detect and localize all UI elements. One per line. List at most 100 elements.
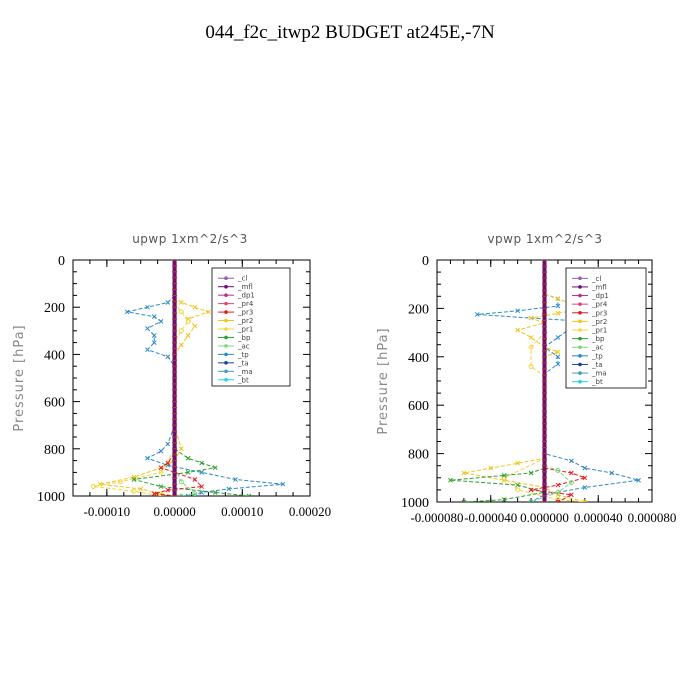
data-point: [582, 499, 588, 502]
data-point: [555, 303, 561, 309]
data-point: [206, 309, 211, 315]
data-point: [226, 486, 232, 492]
legend-label: _ma: [237, 368, 253, 376]
legend-label: _tp: [591, 352, 603, 360]
series-line-ac: [530, 465, 573, 502]
legend-marker: [578, 336, 582, 341]
y-tick-label: 400: [408, 351, 429, 366]
data-point: [151, 333, 157, 338]
data-point: [555, 335, 561, 340]
x-tick-label: -0.000080: [410, 510, 463, 525]
legend-label: _ta: [591, 361, 603, 369]
y-tick-label: 600: [408, 399, 429, 414]
data-point: [461, 499, 467, 502]
data-point: [185, 318, 191, 324]
data-point: [555, 349, 561, 355]
data-point: [145, 455, 150, 461]
legend-marker: [224, 284, 228, 289]
y-tick-label: 200: [408, 302, 429, 317]
series-line-bp: [450, 467, 545, 502]
legend-marker: [224, 327, 228, 331]
data-point: [131, 488, 137, 494]
data-point: [165, 441, 171, 447]
data-point: [178, 493, 184, 496]
data-point: [151, 314, 157, 319]
legend-marker: [578, 328, 582, 332]
legend-label: _pr4: [591, 301, 608, 309]
data-point: [178, 342, 184, 348]
data-point: [178, 479, 184, 485]
y-tick-label: 800: [408, 448, 429, 463]
legend-marker: [224, 335, 228, 340]
legend-marker: [224, 276, 228, 281]
data-point: [555, 468, 561, 474]
legend-marker: [578, 310, 582, 315]
data-point: [145, 304, 150, 310]
data-point: [199, 460, 205, 466]
data-point: [555, 354, 561, 360]
data-point: [165, 354, 171, 360]
data-point: [280, 481, 286, 487]
legend-label: _ac: [591, 344, 604, 352]
data-point: [528, 470, 534, 476]
data-point: [124, 309, 130, 315]
data-point: [461, 470, 467, 476]
data-point: [515, 482, 520, 488]
data-point: [528, 315, 534, 321]
legend-label: _pr1: [237, 326, 253, 334]
y-tick-label: 0: [58, 254, 65, 269]
data-point: [555, 296, 561, 302]
data-point: [515, 487, 521, 493]
x-tick-label: 0.000040: [574, 510, 623, 525]
data-point: [488, 465, 494, 471]
data-point: [178, 446, 184, 452]
panel-title: vpwp 1xm^2/s^3: [487, 232, 602, 246]
data-point: [515, 308, 520, 314]
upwp-panel: upwp 1xm^2/s^3 Pressure [hPa] 0 200 400 600 80…: [12, 232, 331, 519]
legend-label: _bp: [591, 335, 605, 343]
legend-marker: [578, 362, 582, 367]
data-point: [528, 499, 534, 502]
data-point: [145, 347, 150, 353]
data-point: [117, 479, 123, 485]
data-point: [582, 485, 588, 490]
legend-marker: [224, 293, 228, 297]
data-point: [555, 499, 561, 502]
data-point: [501, 473, 507, 478]
x-tick-label: -0.000040: [464, 510, 517, 525]
x-tick-label: -0.00010: [84, 504, 131, 519]
data-point: [212, 490, 218, 495]
data-point: [158, 469, 164, 475]
data-point: [192, 491, 198, 496]
series-line-pr2: [463, 293, 587, 502]
legend-label: _ma: [591, 370, 607, 378]
data-point: [448, 477, 453, 483]
data-point: [528, 344, 534, 350]
data-point: [138, 486, 144, 492]
legend-label: _pr3: [591, 309, 607, 317]
legend-label: _cl: [237, 275, 247, 283]
data-point: [582, 475, 588, 481]
data-point: [178, 300, 184, 305]
data-point: [192, 477, 198, 482]
legend-marker: [578, 371, 582, 375]
vpwp-panel: vpwp 1xm^2/s^3 Pressure [hPa] 0 200 400 600 80…: [376, 232, 676, 525]
y-tick-label: 0: [422, 254, 429, 269]
legend-marker: [224, 369, 228, 374]
legend-marker: [224, 310, 228, 314]
legend-label: _pr4: [237, 300, 254, 308]
legend-label: _pr1: [591, 327, 607, 335]
data-point: [233, 477, 238, 482]
y-tick-label: 1000: [37, 490, 65, 505]
legend-label: _pr2: [237, 317, 253, 325]
legend-marker: [578, 293, 582, 298]
data-point: [192, 304, 198, 310]
x-tick-label: 0.000080: [628, 510, 677, 525]
legend-label: _pr2: [591, 318, 607, 326]
data-point: [178, 328, 184, 334]
data-point: [178, 309, 184, 315]
y-tick-label: 600: [44, 396, 65, 411]
data-point: [158, 319, 164, 324]
data-point: [246, 493, 252, 496]
